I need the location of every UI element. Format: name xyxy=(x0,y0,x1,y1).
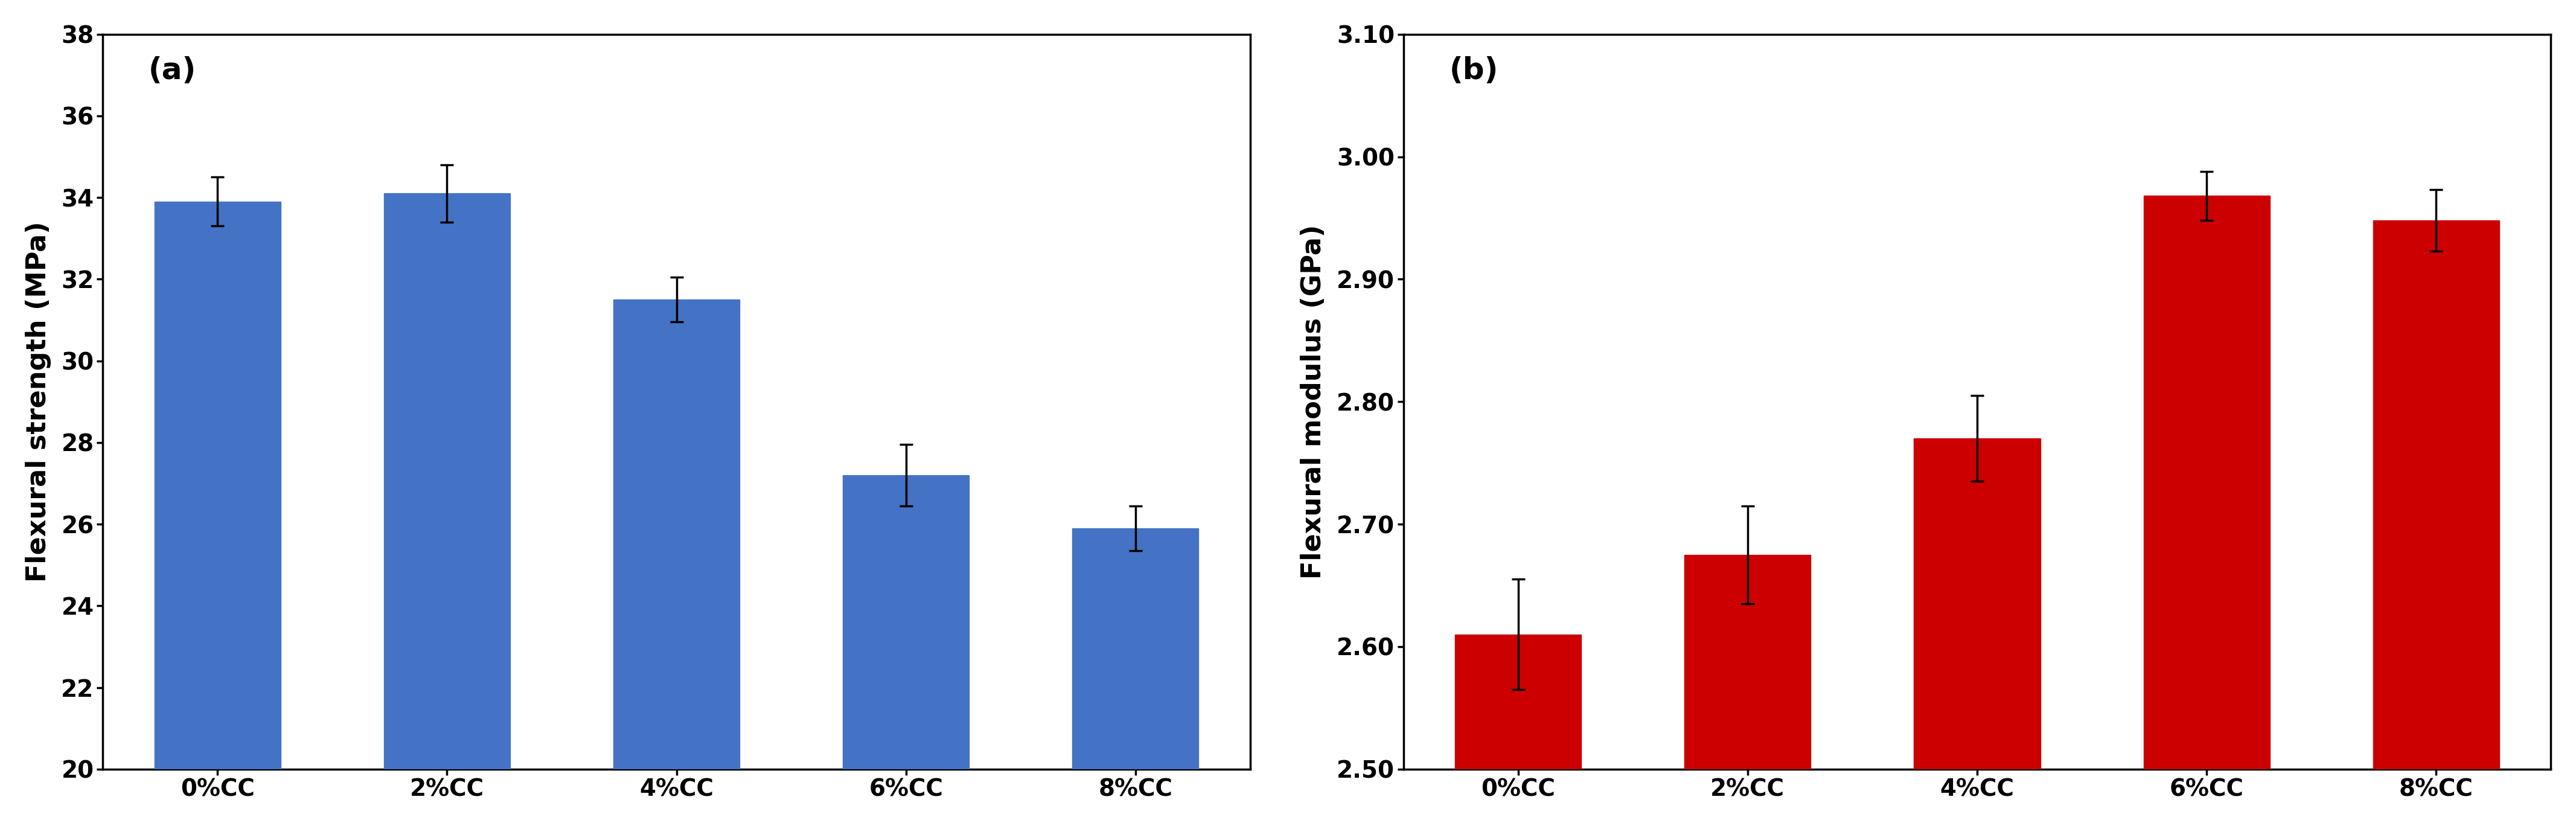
Bar xyxy=(384,193,510,826)
Bar xyxy=(1914,439,2040,826)
Bar xyxy=(1455,634,1582,826)
Bar xyxy=(842,475,969,826)
Bar xyxy=(155,202,281,826)
Bar xyxy=(2372,221,2499,826)
Bar xyxy=(613,300,739,826)
Bar xyxy=(2143,196,2269,826)
Bar xyxy=(1072,528,1198,826)
Y-axis label: Flexural strength (MPa): Flexural strength (MPa) xyxy=(26,221,52,582)
Bar xyxy=(1685,555,1811,826)
Text: (b): (b) xyxy=(1450,56,1499,85)
Text: (a): (a) xyxy=(149,56,196,85)
Y-axis label: Flexural modulus (GPa): Flexural modulus (GPa) xyxy=(1301,225,1327,579)
